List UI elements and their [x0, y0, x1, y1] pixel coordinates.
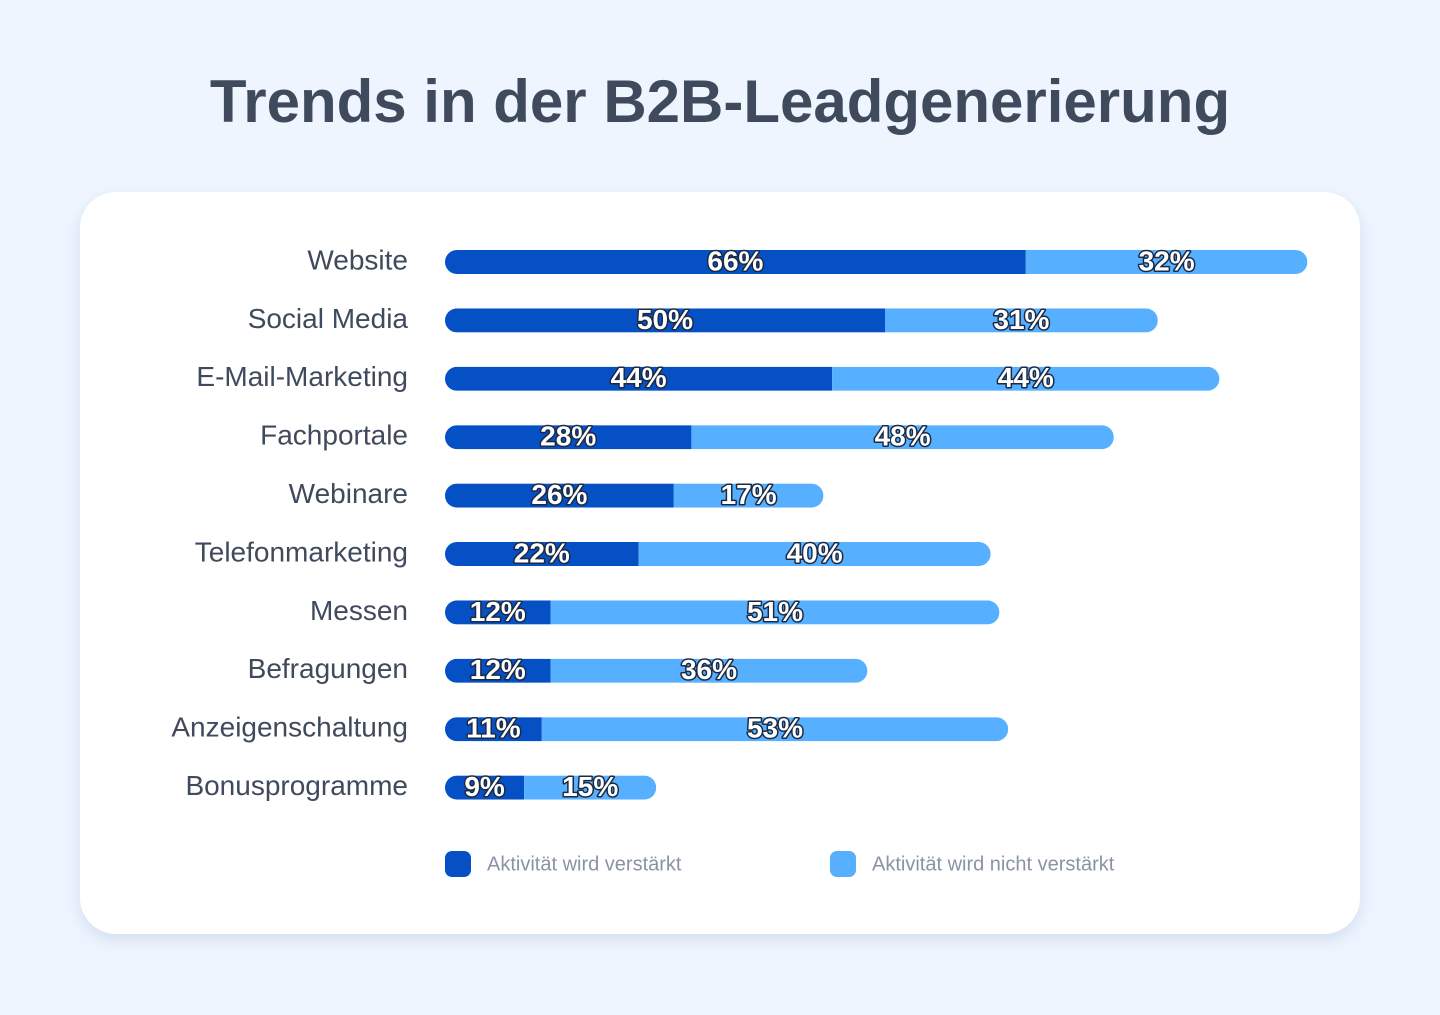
bar-segment: [445, 542, 639, 566]
bar-segment: [445, 250, 1026, 274]
bar-segment: [445, 483, 674, 508]
bar-group: [445, 658, 868, 683]
value-label: 32%: [1139, 245, 1195, 276]
bar-group: [445, 250, 1308, 274]
bar-segment: [445, 366, 833, 391]
bar-segment: [673, 483, 824, 508]
bar-segment: [550, 600, 1000, 625]
value-label: 36%: [681, 654, 737, 685]
bar-segment: [445, 658, 551, 683]
legend-marker: [830, 851, 856, 877]
value-label: 53%: [747, 713, 803, 744]
bar-segment: [541, 717, 1009, 742]
bar-segment: [638, 542, 991, 566]
category-label: Webinare: [289, 478, 408, 509]
bar-group: [445, 425, 1114, 450]
category-label: Telefonmarketing: [195, 536, 408, 567]
bar-segment: [445, 775, 525, 800]
bar-segment: [445, 425, 692, 450]
bar-segment: [445, 308, 885, 333]
bar-segment: [885, 308, 1158, 333]
value-label: 22%: [514, 537, 570, 568]
category-label: Social Media: [248, 303, 409, 334]
bar-segment: [832, 366, 1220, 391]
category-label: Befragungen: [248, 653, 408, 684]
value-label: 44%: [998, 362, 1054, 393]
value-label: 31%: [993, 304, 1049, 335]
category-label: Fachportale: [260, 420, 408, 451]
category-label: Website: [307, 244, 408, 275]
bar-group: [445, 308, 1158, 333]
bar-group: [445, 483, 824, 508]
legend-label: Aktivität wird nicht verstärkt: [872, 853, 1115, 875]
legend-marker: [445, 851, 471, 877]
value-label: 50%: [637, 304, 693, 335]
bar-segment: [1025, 250, 1308, 274]
value-label: 26%: [531, 479, 587, 510]
value-label: 12%: [470, 654, 526, 685]
category-label: E-Mail-Marketing: [196, 361, 408, 392]
value-label: 11%: [466, 713, 521, 744]
value-label: 66%: [707, 245, 763, 276]
value-label: 48%: [875, 421, 931, 452]
bar-group: [445, 542, 991, 566]
bar-segment: [524, 775, 657, 800]
value-label: 15%: [562, 771, 618, 802]
value-label: 28%: [540, 421, 596, 452]
bar-group: [445, 775, 657, 800]
value-label: 9%: [464, 771, 505, 802]
chart-title: Trends in der B2B-Leadgenerierung: [210, 68, 1230, 135]
value-label: 12%: [470, 596, 526, 627]
bar-group: [445, 717, 1009, 742]
value-label: 17%: [721, 479, 777, 510]
category-label: Messen: [310, 595, 408, 626]
value-label: 51%: [747, 596, 803, 627]
bar-segment: [550, 658, 868, 683]
bar-group: [445, 600, 1000, 625]
bar-segment: [691, 425, 1114, 450]
category-label: Anzeigenschaltung: [171, 712, 408, 743]
value-label: 44%: [611, 362, 667, 393]
bar-segment: [445, 600, 551, 625]
legend-label: Aktivität wird verstärkt: [487, 853, 682, 875]
bar-segment: [445, 717, 542, 742]
bar-group: [445, 366, 1220, 391]
value-label: 40%: [787, 537, 843, 568]
category-label: Bonusprogramme: [185, 770, 408, 801]
